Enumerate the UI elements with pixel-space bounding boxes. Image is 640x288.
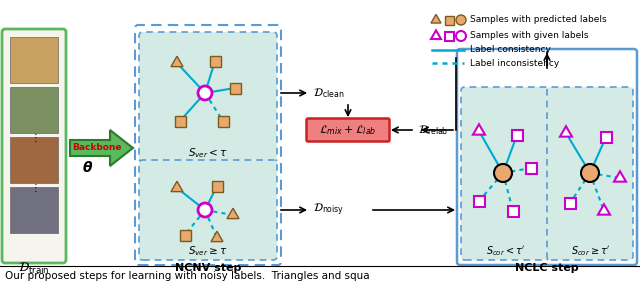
Circle shape — [581, 164, 599, 182]
Bar — [10, 137, 58, 183]
Text: $\mathcal{L}_{mix} + \mathcal{L}_{lab}$: $\mathcal{L}_{mix} + \mathcal{L}_{lab}$ — [319, 123, 377, 137]
Bar — [511, 130, 522, 141]
Text: $S_{ver} < \tau$: $S_{ver} < \tau$ — [188, 146, 228, 160]
Text: $\mathcal{D}_{\mathrm{clean}}$: $\mathcal{D}_{\mathrm{clean}}$ — [313, 86, 344, 100]
Polygon shape — [171, 56, 183, 67]
Text: $\vdots$: $\vdots$ — [30, 181, 38, 194]
Polygon shape — [211, 231, 223, 242]
FancyBboxPatch shape — [139, 32, 277, 162]
Text: $\vdots$: $\vdots$ — [30, 132, 38, 145]
FancyBboxPatch shape — [457, 49, 637, 265]
Bar — [10, 87, 58, 133]
Polygon shape — [598, 204, 610, 215]
Text: NCNV step: NCNV step — [175, 263, 241, 273]
Text: Label consistency: Label consistency — [470, 46, 551, 54]
Text: Samples with given labels: Samples with given labels — [470, 31, 589, 41]
Text: $S_{cor} \geq \tau'$: $S_{cor} \geq \tau'$ — [572, 244, 611, 258]
Circle shape — [198, 203, 212, 217]
FancyBboxPatch shape — [307, 118, 390, 141]
Polygon shape — [431, 30, 441, 39]
Text: Our proposed steps for learning with noisy labels.  Triangles and squa: Our proposed steps for learning with noi… — [5, 271, 370, 281]
Polygon shape — [70, 130, 133, 166]
Bar — [564, 198, 575, 209]
Polygon shape — [473, 124, 485, 134]
Bar — [209, 56, 221, 67]
Polygon shape — [227, 208, 239, 219]
Text: $S_{cor} < \tau'$: $S_{cor} < \tau'$ — [486, 244, 525, 258]
Bar — [211, 181, 223, 192]
Circle shape — [494, 164, 512, 182]
Text: Label inconsistency: Label inconsistency — [470, 58, 559, 67]
Bar — [525, 162, 536, 173]
FancyBboxPatch shape — [135, 25, 281, 265]
Bar — [230, 82, 241, 94]
Polygon shape — [560, 126, 572, 137]
Polygon shape — [431, 14, 441, 23]
FancyBboxPatch shape — [547, 87, 633, 260]
Polygon shape — [614, 171, 626, 182]
Bar — [445, 16, 454, 24]
Text: Backbone: Backbone — [72, 143, 122, 153]
Text: NCLC step: NCLC step — [515, 263, 579, 273]
Text: $\boldsymbol{\theta}$: $\boldsymbol{\theta}$ — [83, 160, 93, 175]
Bar — [600, 132, 611, 143]
Text: $\mathcal{D}_{\mathrm{noisy}}$: $\mathcal{D}_{\mathrm{noisy}}$ — [313, 202, 344, 218]
Text: $\mathcal{D}_{\mathrm{relab}}$: $\mathcal{D}_{\mathrm{relab}}$ — [418, 123, 449, 137]
Bar — [10, 187, 58, 233]
Text: Samples with predicted labels: Samples with predicted labels — [470, 16, 607, 24]
Bar — [10, 37, 58, 83]
Text: $\mathcal{D}_{\mathrm{train}}$: $\mathcal{D}_{\mathrm{train}}$ — [18, 260, 50, 276]
Bar — [474, 196, 484, 206]
FancyBboxPatch shape — [2, 29, 66, 263]
Bar — [508, 206, 518, 217]
FancyBboxPatch shape — [139, 160, 277, 260]
Bar — [179, 230, 191, 240]
Polygon shape — [171, 181, 183, 192]
Circle shape — [456, 15, 466, 25]
Bar — [175, 115, 186, 126]
Circle shape — [456, 31, 466, 41]
Circle shape — [198, 86, 212, 100]
Text: $S_{ver} \geq \tau$: $S_{ver} \geq \tau$ — [188, 244, 228, 258]
Bar — [218, 115, 228, 126]
FancyBboxPatch shape — [461, 87, 549, 260]
Bar — [445, 31, 454, 41]
